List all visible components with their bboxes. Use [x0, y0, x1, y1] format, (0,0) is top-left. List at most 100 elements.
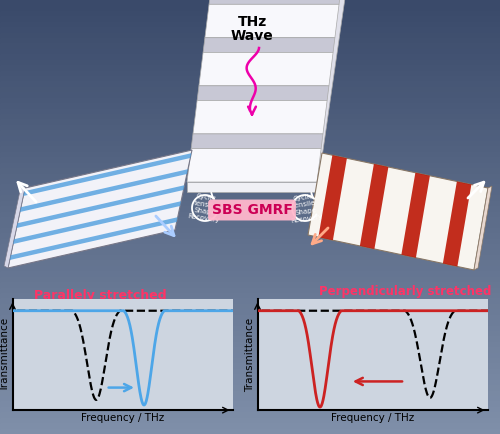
Bar — [0, 92, 500, 99]
Polygon shape — [13, 201, 181, 244]
Text: SBS GMRF: SBS GMRF — [212, 203, 292, 217]
Polygon shape — [193, 100, 327, 134]
Bar — [0, 135, 500, 142]
Bar — [0, 391, 500, 397]
Bar — [0, 217, 500, 224]
Bar — [0, 130, 500, 137]
Bar — [0, 33, 500, 39]
Text: SBS GMRF: SBS GMRF — [64, 302, 136, 315]
Bar — [0, 255, 500, 261]
Bar — [0, 423, 500, 430]
Bar — [0, 6, 500, 12]
X-axis label: Frequency / THz: Frequency / THz — [81, 413, 164, 423]
Text: SBS GMRF: SBS GMRF — [370, 299, 440, 312]
Bar — [0, 418, 500, 424]
Bar — [0, 233, 500, 240]
Bar — [0, 27, 500, 33]
Bar — [0, 103, 500, 109]
Polygon shape — [360, 164, 388, 249]
Bar — [0, 342, 500, 348]
Bar — [0, 222, 500, 229]
Polygon shape — [4, 186, 25, 268]
Polygon shape — [191, 134, 323, 148]
Bar — [0, 76, 500, 82]
Bar — [0, 369, 500, 375]
Bar — [0, 49, 500, 55]
Polygon shape — [10, 217, 177, 260]
Bar — [0, 412, 500, 419]
Bar — [0, 152, 500, 158]
Polygon shape — [205, 4, 339, 38]
Bar — [0, 195, 500, 202]
Polygon shape — [317, 0, 345, 192]
Polygon shape — [402, 173, 430, 258]
Bar — [0, 87, 500, 93]
Bar — [0, 38, 500, 44]
Bar — [0, 43, 500, 50]
Bar — [0, 428, 500, 434]
Bar — [0, 119, 500, 126]
Polygon shape — [203, 38, 335, 53]
Text: Cyclic
tensile
Shape
Recovery: Cyclic tensile Shape Recovery — [287, 192, 323, 224]
Polygon shape — [187, 148, 321, 182]
Polygon shape — [209, 0, 341, 4]
Bar — [0, 320, 500, 326]
Bar — [0, 147, 500, 153]
Bar — [0, 364, 500, 370]
Polygon shape — [199, 53, 333, 86]
Bar — [0, 179, 500, 185]
Bar — [0, 374, 500, 381]
Bar — [0, 168, 500, 174]
Bar — [0, 244, 500, 250]
Bar — [0, 293, 500, 299]
Bar — [0, 22, 500, 28]
Bar — [0, 98, 500, 104]
Bar — [0, 60, 500, 66]
Bar — [0, 190, 500, 196]
Bar — [0, 114, 500, 120]
Bar — [0, 82, 500, 88]
Bar — [0, 309, 500, 316]
Text: Perpendicularly stretched: Perpendicularly stretched — [319, 286, 491, 299]
Bar — [0, 250, 500, 256]
Bar — [0, 401, 500, 408]
Bar — [0, 211, 500, 218]
Text: THz: THz — [238, 15, 266, 29]
Polygon shape — [197, 86, 329, 100]
Bar — [0, 336, 500, 343]
Text: Parallely stretched: Parallely stretched — [34, 289, 166, 302]
Bar — [0, 396, 500, 402]
Bar — [0, 54, 500, 61]
Polygon shape — [187, 182, 317, 192]
Bar — [0, 266, 500, 272]
Bar — [0, 385, 500, 391]
Bar — [0, 174, 500, 180]
Polygon shape — [20, 169, 188, 212]
Text: Cyclic
tensile
Shape
Recovery: Cyclic tensile Shape Recovery — [187, 192, 223, 224]
Bar — [0, 326, 500, 332]
Polygon shape — [318, 155, 347, 240]
Bar — [0, 163, 500, 169]
Bar — [0, 271, 500, 278]
Bar — [0, 157, 500, 164]
Polygon shape — [308, 153, 488, 270]
Bar — [0, 125, 500, 131]
Bar — [0, 282, 500, 289]
Bar — [0, 201, 500, 207]
Bar — [0, 331, 500, 337]
Polygon shape — [24, 153, 192, 196]
Bar — [0, 16, 500, 23]
Text: Wave: Wave — [230, 29, 274, 43]
X-axis label: Frequency / THz: Frequency / THz — [331, 413, 414, 423]
Bar — [0, 65, 500, 72]
Bar — [0, 108, 500, 115]
Bar — [0, 380, 500, 386]
Y-axis label: Transmittance: Transmittance — [244, 318, 254, 392]
Polygon shape — [474, 186, 492, 270]
Polygon shape — [16, 185, 184, 228]
Bar — [0, 239, 500, 245]
Bar — [0, 260, 500, 267]
Bar — [0, 287, 500, 294]
Polygon shape — [8, 150, 192, 268]
Bar — [0, 70, 500, 77]
